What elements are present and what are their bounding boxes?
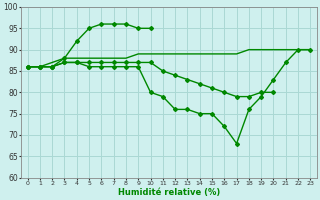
X-axis label: Humidité relative (%): Humidité relative (%) (118, 188, 220, 197)
